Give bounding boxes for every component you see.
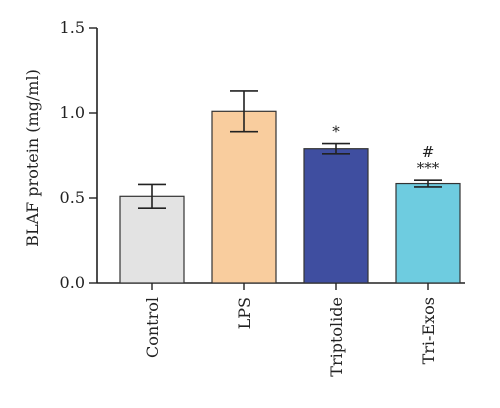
y-tick-label: 1.5 bbox=[60, 18, 85, 37]
significance-marks-group: * #*** bbox=[332, 123, 440, 178]
bar-control bbox=[119, 195, 185, 284]
significance-mark: # bbox=[422, 143, 435, 161]
x-category-label: Triptolide bbox=[327, 297, 346, 377]
y-tick-label: 0.5 bbox=[60, 188, 85, 207]
y-tick-label: 1.0 bbox=[60, 103, 85, 122]
bars-group bbox=[119, 110, 461, 284]
x-category-labels-group: Control LPS Triptolide Tri-Exos bbox=[143, 283, 438, 377]
y-axis-title: BLAF protein (mg/ml) bbox=[23, 69, 42, 247]
bar-tri-exos bbox=[395, 182, 461, 284]
x-category-label: Control bbox=[143, 297, 162, 358]
bar-lps bbox=[211, 110, 277, 284]
significance-mark: * bbox=[332, 123, 340, 141]
y-tick-label: 0.0 bbox=[60, 273, 85, 292]
x-category-label: LPS bbox=[235, 297, 254, 329]
x-category-label: Tri-Exos bbox=[419, 297, 438, 364]
bar-triptolide bbox=[303, 148, 369, 284]
significance-mark: *** bbox=[417, 159, 440, 177]
y-ticks-group: 0.0 0.5 1.0 1.5 bbox=[60, 18, 97, 292]
error-bars-group bbox=[138, 90, 442, 209]
